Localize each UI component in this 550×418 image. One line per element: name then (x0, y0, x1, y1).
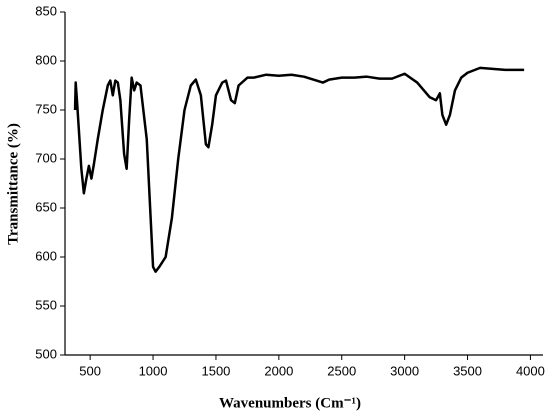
y-tick-label: 550 (35, 297, 57, 312)
x-tick-label: 4000 (516, 363, 545, 378)
y-axis-label: Transmittance (%) (5, 123, 21, 245)
y-tick-label: 750 (35, 101, 57, 116)
x-tick-label: 2000 (264, 363, 293, 378)
y-tick-label: 500 (35, 346, 57, 361)
y-tick-label: 650 (35, 199, 57, 214)
x-tick-label: 2500 (327, 363, 356, 378)
x-tick-label: 1000 (139, 363, 168, 378)
spectrum-line (73, 66, 525, 273)
x-tick-label: 3500 (453, 363, 482, 378)
y-tick-label: 800 (35, 52, 57, 67)
x-tick-label: 3000 (390, 363, 419, 378)
x-tick-label: 1500 (201, 363, 230, 378)
y-tick-label: 850 (35, 3, 57, 18)
x-tick-label: 500 (79, 363, 101, 378)
x-axis-label: Wavenumbers (Cm⁻¹) (219, 395, 361, 411)
y-tick-label: 700 (35, 150, 57, 165)
y-tick-label: 600 (35, 248, 57, 263)
